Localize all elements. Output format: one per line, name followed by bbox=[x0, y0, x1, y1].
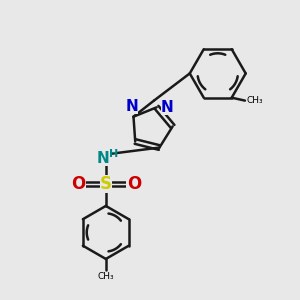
Text: S: S bbox=[100, 175, 112, 193]
Text: N: N bbox=[97, 151, 110, 166]
Text: CH₃: CH₃ bbox=[246, 96, 263, 105]
Text: CH₃: CH₃ bbox=[98, 272, 114, 280]
Text: N: N bbox=[126, 99, 138, 114]
Text: H: H bbox=[109, 148, 118, 158]
Text: O: O bbox=[71, 175, 85, 193]
Text: N: N bbox=[161, 100, 174, 115]
Text: O: O bbox=[127, 175, 141, 193]
